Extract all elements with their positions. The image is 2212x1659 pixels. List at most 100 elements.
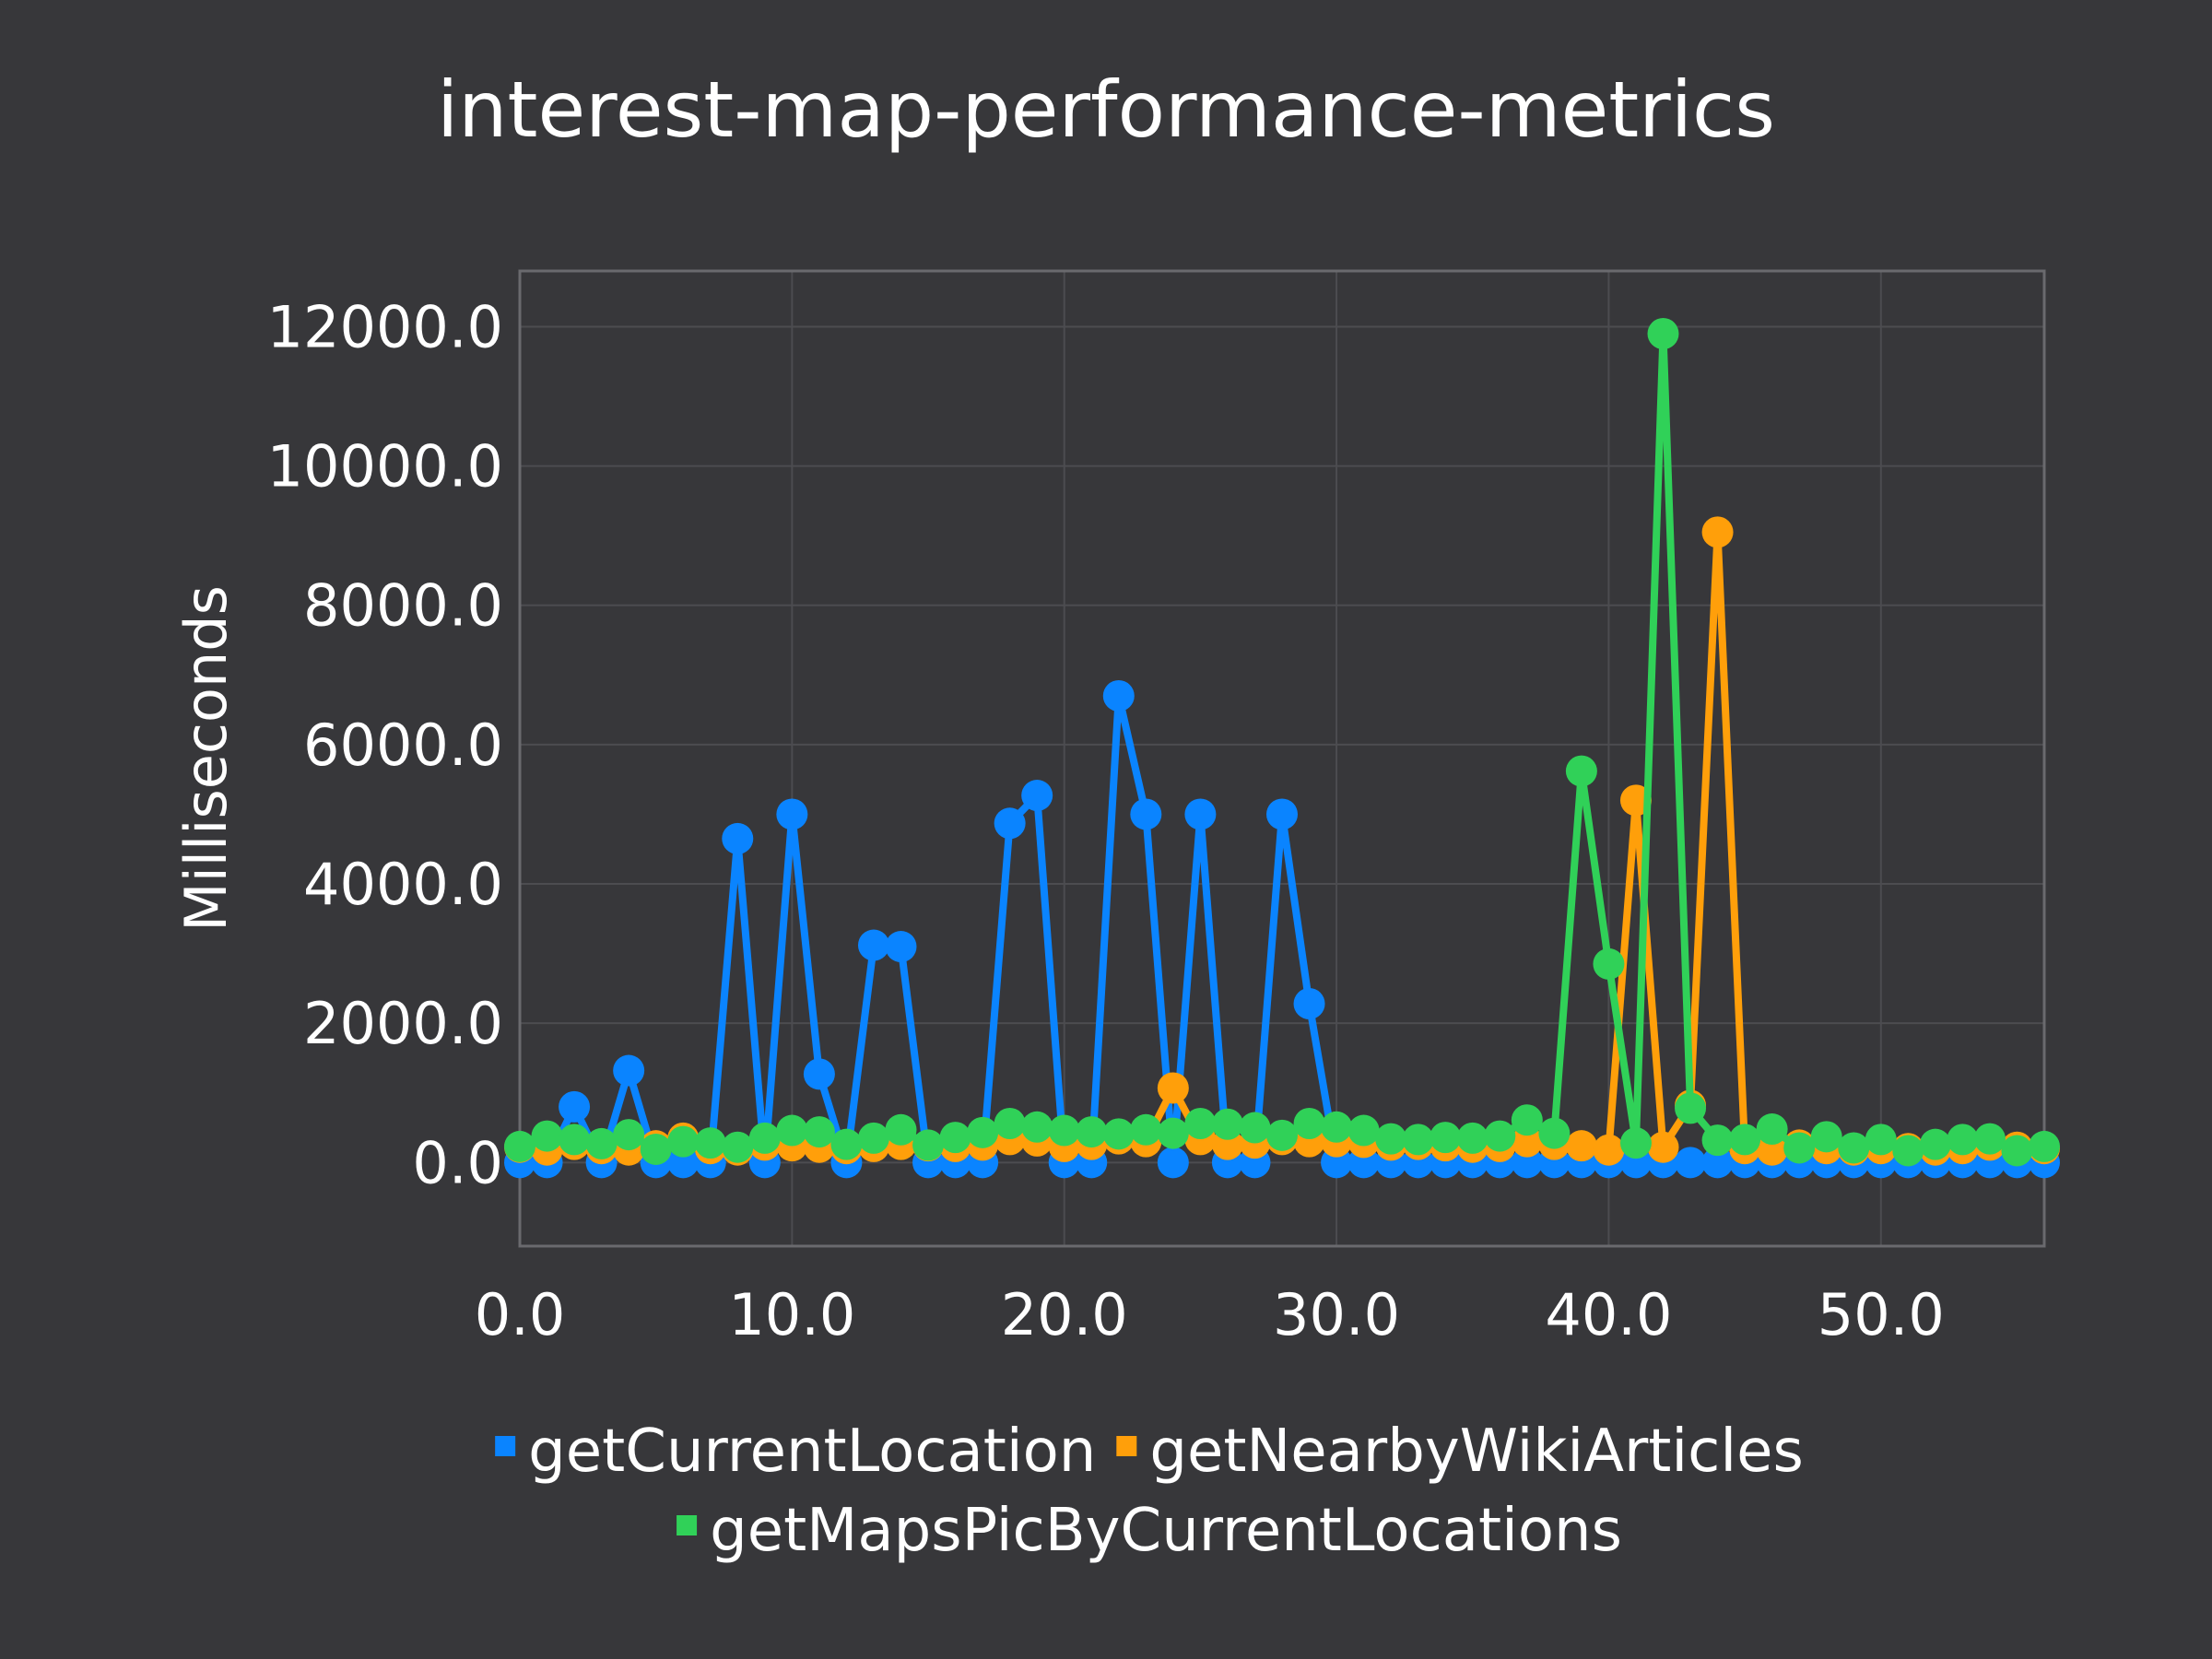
- data-point: [1973, 1123, 2006, 1155]
- data-point: [994, 1107, 1026, 1139]
- data-point: [640, 1133, 672, 1165]
- data-point: [994, 807, 1026, 840]
- data-point: [1892, 1135, 1924, 1167]
- y-tick-label: 0.0: [412, 1129, 503, 1196]
- x-axis-ticks: 0.0 10.0 20.0 30.0 40.0 50.0: [475, 1281, 1945, 1348]
- data-point: [803, 1058, 835, 1090]
- legend-label: getCurrentLocation: [528, 1418, 1096, 1486]
- data-point: [1838, 1132, 1870, 1164]
- y-tick-label: 4000.0: [303, 851, 503, 918]
- data-point: [803, 1116, 835, 1148]
- data-point: [1729, 1124, 1761, 1156]
- x-tick-label: 30.0: [1273, 1281, 1400, 1348]
- plot-frame: [518, 269, 2046, 1248]
- data-point: [1511, 1104, 1543, 1136]
- data-point: [1157, 1072, 1189, 1104]
- data-point: [1076, 1116, 1108, 1148]
- legend-label: getNearbyWikiArticles: [1149, 1418, 1804, 1486]
- data-point: [1130, 798, 1162, 830]
- y-tick-label: 8000.0: [303, 572, 503, 640]
- x-tick-label: 50.0: [1818, 1281, 1945, 1348]
- legend-item: getCurrentLocation: [495, 1418, 1096, 1486]
- data-point: [1321, 1111, 1353, 1143]
- y-tick-label: 12000.0: [267, 293, 503, 360]
- data-point: [1484, 1120, 1516, 1152]
- data-point: [1810, 1121, 1842, 1153]
- data-point: [2001, 1135, 2033, 1167]
- data-point: [722, 822, 754, 854]
- data-point: [1701, 516, 1734, 548]
- data-point: [1783, 1132, 1816, 1164]
- y-axis-label: Milliseconds: [172, 585, 240, 932]
- x-tick-label: 10.0: [728, 1281, 855, 1348]
- legend-item: getMapsPicByCurrentLocations: [677, 1497, 1622, 1565]
- data-point: [1565, 1130, 1597, 1162]
- y-axis-ticks: 0.0 2000.0 4000.0 6000.0 8000.0 10000.0 12000.…: [267, 293, 503, 1196]
- data-point: [1102, 1118, 1135, 1150]
- data-point: [1538, 1117, 1571, 1149]
- data-point: [776, 1114, 808, 1147]
- data-point: [1048, 1114, 1080, 1147]
- grid: [519, 271, 2044, 1246]
- data-point: [1647, 1131, 1679, 1163]
- data-point: [1347, 1114, 1380, 1147]
- data-point: [1130, 1113, 1162, 1146]
- legend-swatch: [495, 1436, 516, 1456]
- data-point: [559, 1124, 591, 1156]
- data-point: [1021, 780, 1053, 812]
- data-point: [967, 1116, 999, 1148]
- data-point: [504, 1130, 535, 1162]
- data-point: [1511, 1125, 1543, 1158]
- data-point: [776, 798, 808, 830]
- data-point: [830, 1128, 863, 1160]
- data-point: [1701, 1124, 1734, 1157]
- data-point: [1293, 988, 1325, 1020]
- series-getMapsPicByCurrentLocations: [504, 318, 2060, 1167]
- data-point: [1021, 1111, 1053, 1143]
- data-point: [2029, 1130, 2060, 1162]
- data-point: [885, 1113, 917, 1146]
- data-point: [1593, 1134, 1625, 1166]
- data-point: [613, 1054, 645, 1087]
- legend-swatch: [1116, 1436, 1137, 1456]
- data-point: [1947, 1124, 1979, 1156]
- y-tick-label: 6000.0: [303, 712, 503, 779]
- legend-item: getNearbyWikiArticles: [1116, 1418, 1804, 1486]
- data-point: [531, 1120, 563, 1152]
- data-point: [1647, 318, 1679, 350]
- data-point: [857, 1122, 889, 1154]
- chart-title: interest-map-performance-metrics: [437, 65, 1775, 155]
- data-point: [1184, 798, 1217, 830]
- data-point: [939, 1122, 971, 1154]
- data-point: [613, 1119, 645, 1151]
- data-point: [1430, 1122, 1462, 1154]
- data-point: [1865, 1124, 1897, 1156]
- data-point: [1619, 1127, 1652, 1159]
- data-point: [1184, 1107, 1217, 1139]
- data-point: [1266, 1119, 1298, 1151]
- series-line: [518, 330, 2045, 1155]
- series-line: [520, 691, 2044, 1167]
- series-getCurrentLocation: [504, 679, 2060, 1179]
- x-tick-label: 0.0: [475, 1281, 566, 1348]
- data-point: [1402, 1124, 1434, 1156]
- data-point: [722, 1131, 754, 1163]
- y-tick-label: 10000.0: [267, 433, 503, 500]
- data-point: [1701, 1147, 1734, 1179]
- data-point: [1675, 1147, 1707, 1179]
- legend-swatch: [677, 1515, 698, 1535]
- data-point: [912, 1129, 945, 1161]
- data-point: [1593, 947, 1625, 980]
- data-point: [885, 931, 917, 963]
- data-point: [1239, 1112, 1271, 1144]
- data-point: [1675, 1092, 1707, 1124]
- data-point: [1756, 1113, 1788, 1146]
- x-tick-label: 20.0: [1001, 1281, 1128, 1348]
- data-point: [1565, 755, 1597, 787]
- data-point: [1456, 1122, 1488, 1154]
- data-point: [559, 1090, 591, 1123]
- data-point: [1157, 1147, 1189, 1179]
- data-point: [1293, 1107, 1325, 1139]
- data-point: [1375, 1123, 1407, 1155]
